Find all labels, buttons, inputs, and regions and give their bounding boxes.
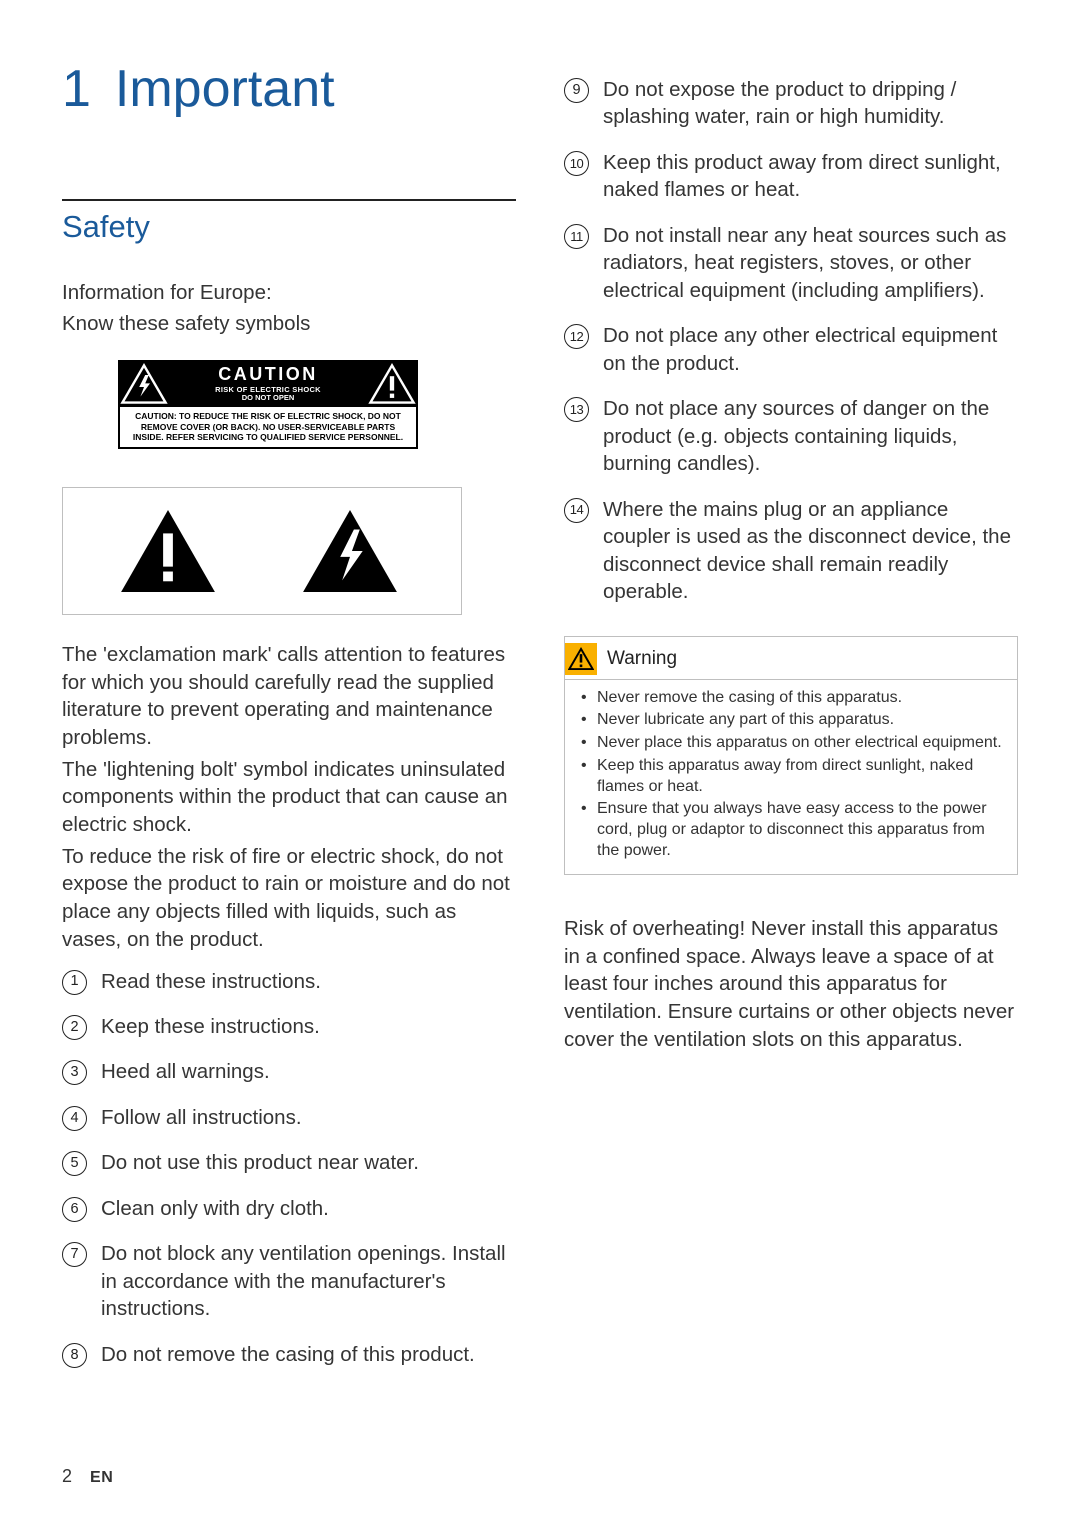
explain-p1: The 'exclamation mark' calls attention t… [62,641,516,752]
instruction-item: 6 Clean only with dry cloth. [62,1195,516,1222]
instruction-text: Do not block any ventilation openings. I… [101,1240,516,1322]
risk-paragraph: Risk of overheating! Never install this … [564,915,1018,1053]
caution-main: CAUTION [172,365,364,385]
instruction-item: 4 Follow all instructions. [62,1104,516,1131]
circled-number: 2 [62,1015,87,1040]
instruction-item: 13 Do not place any sources of danger on … [564,395,1018,477]
exclaim-triangle-large-icon [119,508,217,594]
instruction-text: Keep this product away from direct sunli… [603,149,1018,204]
intro-line-1: Information for Europe: [62,279,516,307]
circled-number: 10 [564,151,589,176]
circled-number: 9 [564,78,589,103]
caution-sub2: DO NOT OPEN [172,394,364,402]
explain-p3: To reduce the risk of fire or electric s… [62,843,516,954]
page-lang: EN [90,1469,113,1486]
instruction-text: Do not use this product near water. [101,1149,419,1176]
symbol-legend-box [62,487,462,615]
warning-bullet: Never place this apparatus on other elec… [579,733,1003,754]
instruction-item: 3 Heed all warnings. [62,1058,516,1085]
circled-number: 7 [62,1242,87,1267]
circled-number: 6 [62,1197,87,1222]
instruction-text: Do not place any sources of danger on th… [603,395,1018,477]
chapter-heading: 1 Important [62,62,516,117]
instruction-item: 1 Read these instructions. [62,968,516,995]
instruction-text: Do not remove the casing of this product… [101,1341,475,1368]
caution-footer-text: CAUTION: TO REDUCE THE RISK OF ELECTRIC … [118,407,418,449]
circled-number: 4 [62,1106,87,1131]
warning-box: Warning Never remove the casing of this … [564,636,1018,875]
circled-number: 14 [564,498,589,523]
page-footer: 2 EN [62,1466,113,1487]
instruction-item: 5 Do not use this product near water. [62,1149,516,1176]
circled-number: 8 [62,1343,87,1368]
instruction-item: 11 Do not install near any heat sources s… [564,222,1018,304]
bolt-triangle-icon [120,362,168,405]
instruction-item: 7 Do not block any ventilation openings. … [62,1240,516,1322]
instruction-item: 9 Do not expose the product to dripping /… [564,76,1018,131]
warning-bullet: Keep this apparatus away from direct sun… [579,756,1003,798]
instruction-text: Where the mains plug or an appliance cou… [603,496,1018,606]
warning-label: Warning [607,648,677,670]
left-column: 1 Important Safety Information for Europe… [62,62,516,1487]
caution-label-graphic: CAUTION RISK OF ELECTRIC SHOCK DO NOT OP… [118,360,418,449]
instruction-item: 2 Keep these instructions. [62,1013,516,1040]
numbered-list-right: 9 Do not expose the product to dripping /… [564,76,1018,606]
section-rule [62,199,516,201]
instruction-item: 10 Keep this product away from direct sun… [564,149,1018,204]
section-title: Safety [62,209,516,245]
instruction-item: 14 Where the mains plug or an appliance c… [564,496,1018,606]
bolt-triangle-large-icon [301,508,399,594]
instruction-text: Keep these instructions. [101,1013,320,1040]
right-column: 9 Do not expose the product to dripping /… [564,62,1018,1487]
page-number: 2 [62,1466,72,1486]
circled-number: 13 [564,397,589,422]
chapter-title-text: Important [115,60,335,118]
exclaim-triangle-icon [368,362,416,405]
instruction-text: Clean only with dry cloth. [101,1195,329,1222]
warning-bullets: Never remove the casing of this apparatu… [579,688,1003,862]
instruction-text: Follow all instructions. [101,1104,302,1131]
instruction-text: Do not install near any heat sources suc… [603,222,1018,304]
instruction-text: Do not expose the product to dripping / … [603,76,1018,131]
warning-icon [565,643,597,675]
warning-bullet: Never remove the casing of this apparatu… [579,688,1003,709]
intro-line-2: Know these safety symbols [62,310,516,338]
circled-number: 3 [62,1060,87,1085]
instruction-item: 8 Do not remove the casing of this produc… [62,1341,516,1368]
warning-bullet: Never lubricate any part of this apparat… [579,710,1003,731]
numbered-list-left: 1 Read these instructions. 2 Keep these ins… [62,968,516,1369]
instruction-text: Read these instructions. [101,968,321,995]
instruction-item: 12 Do not place any other electrical equi… [564,322,1018,377]
chapter-number: 1 [62,60,91,118]
warning-bullet: Ensure that you always have easy access … [579,799,1003,861]
circled-number: 11 [564,224,589,249]
circled-number: 12 [564,324,589,349]
explain-p2: The 'lightening bolt' symbol indicates u… [62,756,516,839]
circled-number: 5 [62,1151,87,1176]
instruction-text: Do not place any other electrical equipm… [603,322,1018,377]
instruction-text: Heed all warnings. [101,1058,270,1085]
circled-number: 1 [62,970,87,995]
